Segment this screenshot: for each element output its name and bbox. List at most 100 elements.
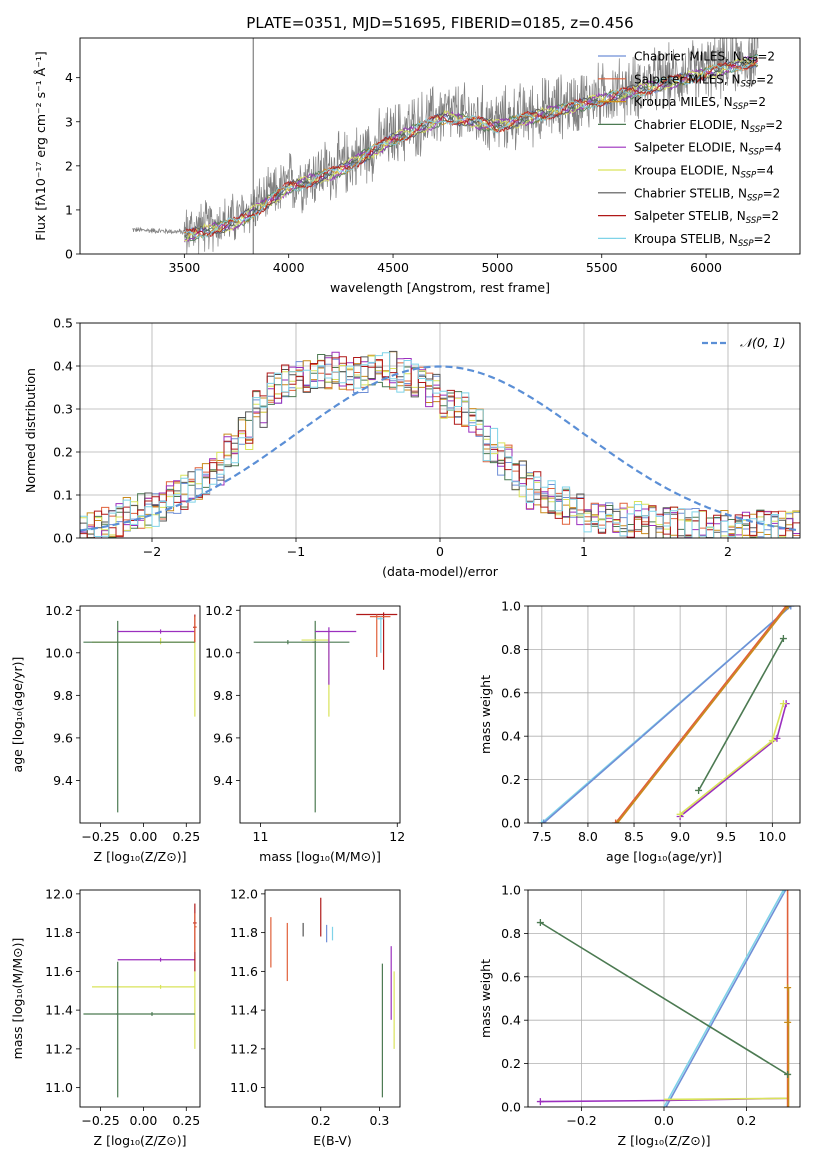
data-point-marker <box>695 786 703 794</box>
age_vs_mass-frame <box>239 605 401 824</box>
weight_vs_Z-ytick-label: 0.0 <box>501 1100 521 1115</box>
mass_vs_ebv-xtick-label: 0.2 <box>311 1113 331 1128</box>
histogram-step-line <box>80 352 800 538</box>
legend-subscript: SSP <box>733 102 749 112</box>
legend-value: =2 <box>757 50 775 64</box>
spectrum-model-line <box>183 61 759 237</box>
age_vs_Z-plot-area <box>83 614 197 813</box>
age_vs_mass-ytick-label: 10.0 <box>205 645 233 660</box>
spectrum-xtick-label: 3500 <box>168 260 200 275</box>
spectrum-frame <box>79 37 801 255</box>
legend-subscript: SSP <box>750 125 766 135</box>
legend-label: Kroupa STELIB, NSSP=2 <box>634 232 771 249</box>
spectrum-ytick-label: 3 <box>65 114 73 129</box>
mass_vs_ebv-xtick-label: 0.3 <box>370 1113 390 1128</box>
normal-curve <box>80 365 798 532</box>
data-point-marker <box>784 606 792 610</box>
spectrum-xtick-label: 5500 <box>586 260 618 275</box>
legend-value: =2 <box>748 95 766 109</box>
weight_vs_age-ytick-label: 0.0 <box>501 816 521 831</box>
mass_vs_ebv-ytick-label: 11.2 <box>230 1041 258 1056</box>
weight-line <box>616 606 789 823</box>
weight_vs_age-plot-area <box>528 606 800 823</box>
weight_vs_age-ytick-label: 0.8 <box>501 642 521 657</box>
legend-subscript: SSP <box>738 239 754 249</box>
weight_vs_age-ytick-label: 1.0 <box>501 599 521 614</box>
weight_vs_Z-ylabel: mass weight <box>478 959 493 1038</box>
spectrum-ytick-label: 4 <box>65 70 73 85</box>
residuals-ylabel: Normed distribution <box>23 368 38 493</box>
mass_vs_Z-panel: −0.25 0.00 0.25 11.0 11.2 11.4 11.6 11.8 12.0 Z [… <box>10 886 201 1148</box>
spectrum-panel: 3500 4000 4500 5000 5500 6000 0 1 2 3 4 wavelength … <box>33 37 801 295</box>
age_vs_Z-xtick-label: −0.25 <box>81 829 119 844</box>
legend-value: =2 <box>765 118 783 132</box>
weight-line <box>663 890 785 1107</box>
age_vs_mass-xlabel: mass [log₁₀(M/M⊙)] <box>259 849 381 864</box>
weight_vs_Z-ytick-label: 1.0 <box>501 883 521 898</box>
age_vs_mass-plot-area <box>253 612 398 813</box>
legend-value: =2 <box>763 186 781 200</box>
mass_vs_Z-xlabel: Z [log₁₀(Z/Z⊙)] <box>94 1133 187 1148</box>
weight-line <box>543 606 792 823</box>
age_vs_Z-ytick-label: 9.4 <box>53 773 73 788</box>
data-point-marker <box>784 1070 792 1078</box>
data-point-marker <box>787 606 795 610</box>
weight_vs_Z-ytick-label: 0.4 <box>501 1013 521 1028</box>
spectrum-xtick-label: 6000 <box>690 260 722 275</box>
data-point-marker <box>676 810 684 818</box>
weight_vs_age-ytick-label: 0.4 <box>501 729 521 744</box>
weight_vs_age-xtick-label: 10.0 <box>758 829 786 844</box>
legend-value: =2 <box>756 72 774 86</box>
age_vs_Z-xlabel: Z [log₁₀(Z/Z⊙)] <box>94 849 187 864</box>
age_vs_mass-xtick-label: 11 <box>253 829 269 844</box>
data-point-marker <box>779 635 787 643</box>
legend-label: Salpeter ELODIE, NSSP=4 <box>634 141 782 158</box>
mass_vs_Z-ytick-label: 11.2 <box>45 1041 73 1056</box>
age_vs_mass-ytick-label: 9.6 <box>213 730 233 745</box>
weight_vs_Z-panel: −0.2 0.0 0.2 0.0 0.2 0.4 0.6 0.8 1.0 Z [log₁₀(Z/Z… <box>478 883 801 1148</box>
legend-label: Chabrier MILES, NSSP=2 <box>634 50 775 67</box>
mass_vs_Z-ytick-label: 11.4 <box>45 1003 73 1018</box>
age_vs_Z-panel: −0.25 0.00 0.25 9.4 9.6 9.8 10.0 10.2 Z [log₁₀(Z… <box>10 603 201 864</box>
weight_vs_Z-xtick-label: 0.0 <box>654 1113 674 1128</box>
mass_vs_ebv-panel: 0.2 0.3 11.0 11.2 11.4 11.6 11.8 12.0 E(B-V) <box>230 886 401 1148</box>
legend-subscript: SSP <box>746 216 762 226</box>
mass_vs_ebv-ytick-label: 11.4 <box>230 1003 258 1018</box>
legend-label: Salpeter STELIB, NSSP=2 <box>634 209 779 226</box>
mass_vs_ebv-frame <box>264 889 401 1108</box>
spectrum-xlabel: wavelength [Angstrom, rest frame] <box>330 280 550 295</box>
data-point-marker <box>768 737 776 745</box>
mass_vs_Z-ytick-label: 11.6 <box>45 964 73 979</box>
age_vs_Z-xtick-label: 0.25 <box>172 829 200 844</box>
residuals-xlabel: (data-model)/error <box>382 564 499 579</box>
spectrum-ytick-label: 1 <box>65 202 73 217</box>
spectrum-xtick-label: 5000 <box>481 260 513 275</box>
weight_vs_age-panel: 7.5 8.0 8.5 9.0 9.5 10.0 0.0 0.2 0.4 0.6 0.8 1.0 age… <box>478 599 801 864</box>
weight_vs_Z-ytick-label: 0.2 <box>501 1056 521 1071</box>
spectrum-data-line <box>131 38 759 254</box>
residuals-frame <box>79 322 801 539</box>
data-point-marker <box>779 700 787 708</box>
weight_vs_age-xlabel: age [log₁₀(age/yr)] <box>606 849 722 864</box>
data-point-marker <box>536 1098 544 1106</box>
spectrum-xtick-label: 4000 <box>273 260 305 275</box>
age_vs_Z-ytick-label: 10.0 <box>45 645 73 660</box>
weight-line <box>614 606 787 823</box>
mass_vs_ebv-ytick-label: 11.6 <box>230 964 258 979</box>
weight_vs_Z-xtick-label: −0.2 <box>566 1113 596 1128</box>
weight_vs_Z-frame <box>527 889 801 1108</box>
residuals-ytick-label: 0.2 <box>53 445 73 460</box>
mass_vs_Z-frame <box>79 889 201 1108</box>
legend-subscript: SSP <box>741 79 757 89</box>
spectrum-ytick-label: 0 <box>65 247 73 262</box>
data-point-marker <box>540 819 548 823</box>
legend-subscript: SSP <box>742 57 758 67</box>
residuals-panel: −2 −1 0 1 2 0.0 0.1 0.2 0.3 0.4 0.5 (data-model)/er… <box>23 316 801 579</box>
mass_vs_Z-xtick-label: 0.25 <box>172 1113 200 1128</box>
residuals-ytick-label: 0.1 <box>53 488 73 503</box>
mass_vs_Z-xtick-label: −0.25 <box>81 1113 119 1128</box>
weight_vs_age-xtick-label: 8.5 <box>624 829 644 844</box>
residuals-ytick-label: 0.3 <box>53 402 73 417</box>
spectrum-plot-area <box>131 38 759 254</box>
